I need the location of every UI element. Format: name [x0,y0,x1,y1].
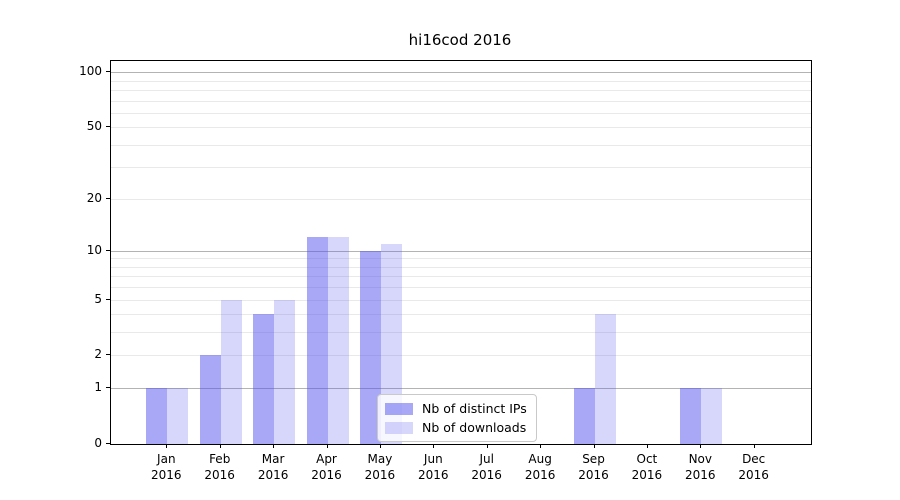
legend-item-downloads: Nb of downloads [385,420,527,435]
x-tick-label: Mar 2016 [257,452,289,482]
bar-downloads-jan [167,388,189,444]
x-tick-label: Sep 2016 [578,452,609,482]
x-tick-mark [273,444,275,448]
chart-title: hi16cod 2016 [408,31,512,49]
y-tick-label: 0 [94,436,102,450]
x-tick-mark [433,444,435,448]
y-tick-mark [106,387,110,389]
bar-distinct-ips-may [359,250,381,444]
minor-gridline [111,258,811,260]
x-tick-mark [379,444,381,448]
minor-gridline [111,299,811,301]
major-gridline [111,250,811,252]
minor-gridline [111,167,811,169]
minor-gridline [111,144,811,146]
minor-gridline [111,266,811,268]
x-tick-label: Jul 2016 [471,452,502,482]
bar-distinct-ips-apr [306,237,328,444]
x-tick-mark [219,444,221,448]
x-tick-mark [593,444,595,448]
legend-swatch-distinct-ips [385,402,413,415]
minor-gridline [111,287,811,289]
x-tick-label: Jan 2016 [151,452,182,482]
bar-downloads-nov [701,388,723,444]
bar-distinct-ips-jan [146,388,168,444]
minor-gridline [111,332,811,334]
legend-label-distinct-ips: Nb of distinct IPs [422,401,527,416]
y-tick-mark [106,197,110,199]
y-tick-label: 2 [94,347,102,362]
bar-downloads-apr [327,237,349,444]
minor-gridline [111,127,811,129]
bar-downloads-sep [594,314,616,444]
y-tick-mark [106,298,110,300]
y-tick-label: 100 [79,64,102,79]
y-tick-label: 50 [86,119,102,134]
x-tick-mark [646,444,648,448]
major-gridline [111,72,811,74]
major-gridline [111,388,811,390]
bar-distinct-ips-feb [199,355,221,444]
y-tick-mark [106,249,110,251]
x-tick-label: Aug 2016 [524,452,556,482]
x-tick-label: Nov 2016 [685,452,716,482]
bar-distinct-ips-nov [680,388,702,444]
minor-gridline [111,198,811,200]
minor-gridline [111,89,811,91]
x-tick-mark [166,444,168,448]
minor-gridline [111,80,811,82]
bar-downloads-feb [220,299,242,444]
y-tick-label: 5 [94,291,102,306]
minor-gridline [111,314,811,316]
x-tick-label: Jun 2016 [418,452,449,482]
bar-downloads-may [380,243,402,444]
legend: Nb of distinct IPs Nb of downloads [377,394,537,442]
x-tick-mark [700,444,702,448]
bar-downloads-mar [274,299,296,444]
legend-label-downloads: Nb of downloads [422,420,527,435]
minor-gridline [111,355,811,357]
y-tick-label: 10 [86,242,102,257]
plot-area [110,60,812,445]
x-tick-label: Apr 2016 [311,452,342,482]
x-tick-label: May 2016 [364,452,396,482]
bar-distinct-ips-sep [573,388,595,444]
y-tick-mark [106,126,110,128]
y-tick-label: 20 [86,190,102,205]
minor-gridline [111,276,811,278]
y-tick-mark [106,71,110,73]
x-tick-mark [326,444,328,448]
x-tick-mark [540,444,542,448]
x-tick-label: Oct 2016 [631,452,663,482]
y-tick-mark [106,443,110,444]
legend-swatch-downloads [385,421,413,434]
minor-gridline [111,100,811,102]
x-tick-mark [486,444,488,448]
x-tick-label: Feb 2016 [204,452,235,482]
minor-gridline [111,112,811,114]
legend-item-distinct-ips: Nb of distinct IPs [385,401,527,416]
x-tick-mark [753,444,755,448]
x-tick-label: Dec 2016 [738,452,769,482]
y-tick-label: 1 [94,380,102,395]
bar-distinct-ips-mar [253,314,275,444]
y-tick-mark [106,354,110,356]
